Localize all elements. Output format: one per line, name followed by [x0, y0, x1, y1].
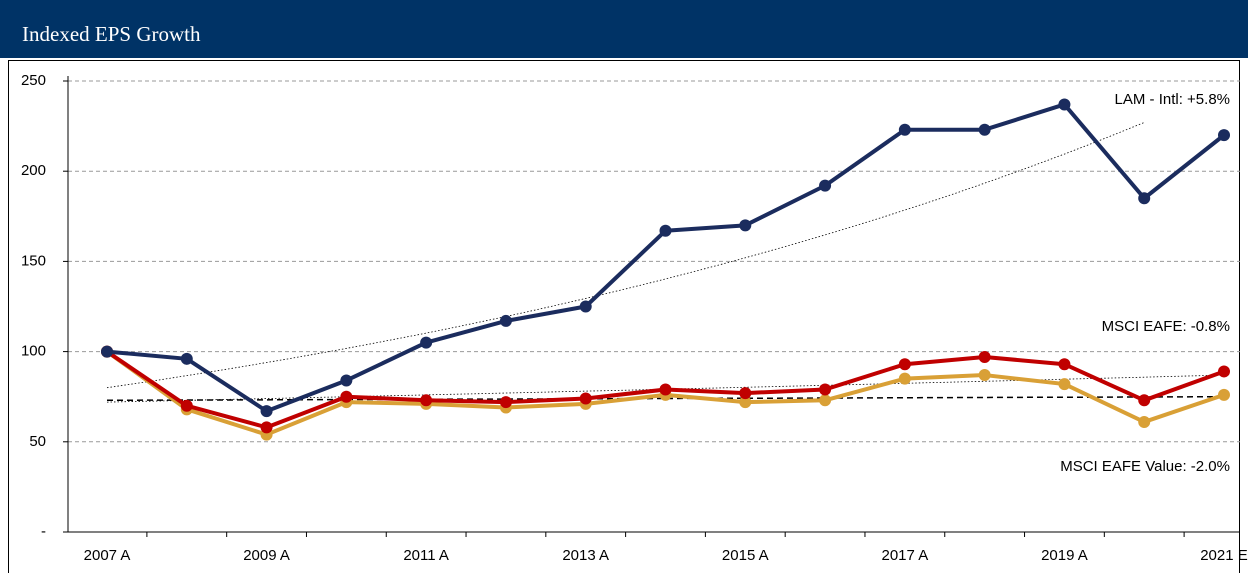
x-tick-label: 2009 A	[243, 547, 290, 564]
series-marker	[260, 405, 273, 418]
chart-title: Indexed EPS Growth	[22, 22, 201, 46]
series-marker	[978, 351, 991, 364]
series-marker	[739, 396, 752, 409]
series-marker	[180, 399, 193, 412]
series-marker	[659, 383, 672, 396]
series-marker	[659, 224, 672, 237]
y-tick-label: -	[41, 523, 46, 540]
trendline	[106, 122, 1145, 389]
series-marker	[819, 394, 832, 407]
series-marker	[499, 396, 512, 409]
x-tick-label: 2007 A	[84, 547, 131, 564]
series-marker	[1058, 98, 1071, 111]
series-marker	[1138, 394, 1151, 407]
series-marker	[420, 394, 433, 407]
annotation: LAM - Intl: +5.8%	[1115, 91, 1230, 108]
series-marker	[340, 390, 353, 403]
series-marker	[1138, 192, 1151, 205]
series-marker	[1218, 129, 1230, 142]
series-marker	[739, 387, 752, 400]
series-marker	[739, 219, 752, 232]
header-bar	[0, 0, 1248, 58]
x-tick-label: 2021 E	[1200, 547, 1248, 564]
series-marker	[1058, 358, 1071, 371]
series-marker	[1058, 378, 1071, 391]
series-marker	[101, 345, 113, 358]
trendline	[106, 395, 1225, 402]
series-marker	[898, 372, 911, 385]
series-marker	[340, 374, 353, 387]
y-tick-label: 250	[21, 72, 46, 89]
series-marker	[579, 392, 592, 405]
series-marker	[260, 421, 273, 434]
series-marker	[898, 123, 911, 136]
series-marker	[898, 358, 911, 371]
x-tick-label: 2013 A	[562, 547, 609, 564]
annotation: MSCI EAFE: -0.8%	[1102, 318, 1230, 335]
x-tick-label: 2017 A	[881, 547, 928, 564]
x-tick-label: 2019 A	[1041, 547, 1088, 564]
series-marker	[499, 314, 512, 327]
series-marker	[1218, 388, 1230, 401]
y-tick-label: 100	[21, 343, 46, 360]
series-marker	[978, 123, 991, 136]
y-tick-label: 50	[29, 433, 46, 450]
series-marker	[978, 369, 991, 382]
series-marker	[420, 336, 433, 349]
series-marker	[1218, 365, 1230, 378]
series-marker	[579, 300, 592, 313]
series-marker	[819, 383, 832, 396]
y-tick-label: 150	[21, 252, 46, 269]
x-tick-label: 2015 A	[722, 547, 769, 564]
chart-border	[8, 60, 1240, 573]
annotation: MSCI EAFE Value: -2.0%	[1060, 458, 1230, 475]
series-marker	[1138, 415, 1151, 428]
series-marker	[819, 179, 832, 192]
series-marker	[180, 352, 193, 365]
y-tick-label: 200	[21, 162, 46, 179]
x-tick-label: 2011 A	[403, 547, 449, 564]
